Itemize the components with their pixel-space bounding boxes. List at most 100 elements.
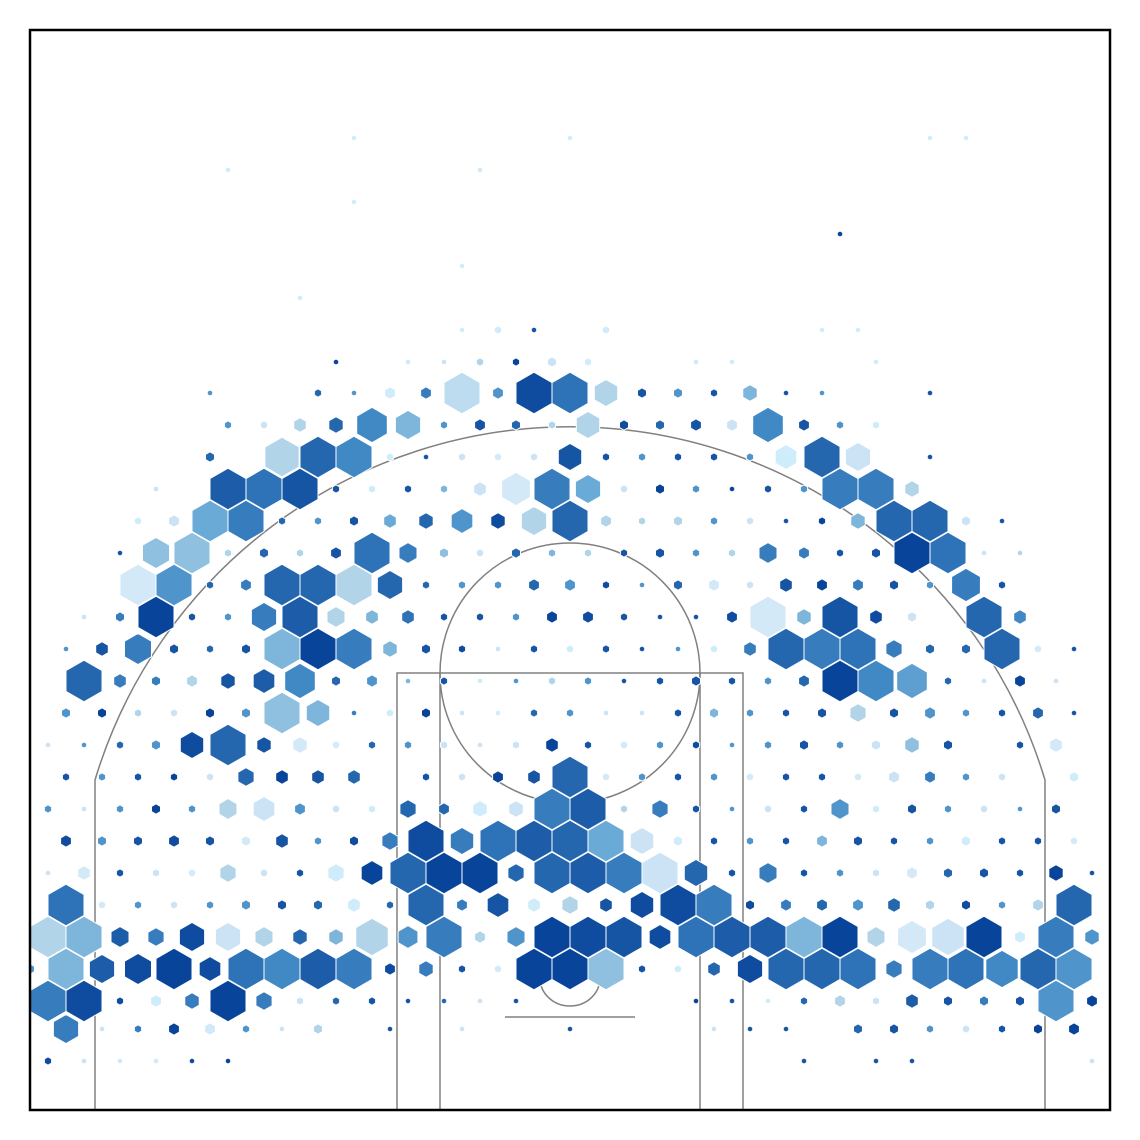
hexbin xyxy=(275,833,289,849)
hexbin xyxy=(385,900,395,910)
hexbin xyxy=(418,960,434,978)
hexbin xyxy=(133,835,143,847)
hexbin xyxy=(421,707,431,719)
hexbin xyxy=(439,740,449,750)
hexbin xyxy=(295,868,305,878)
hexbin xyxy=(439,612,449,622)
hexbin xyxy=(205,451,215,463)
hexbin xyxy=(780,898,792,912)
hexbin xyxy=(187,868,197,878)
hexbin xyxy=(385,452,395,462)
hexbin xyxy=(583,740,593,750)
hexbin xyxy=(904,736,920,754)
hexbin xyxy=(115,740,125,750)
hexbin xyxy=(1055,883,1093,927)
hexbin xyxy=(798,674,810,688)
hexbin xyxy=(924,770,936,784)
hexbin xyxy=(908,1057,916,1065)
hexbin xyxy=(745,580,755,590)
hexbin xyxy=(673,708,683,718)
hexbin xyxy=(835,868,845,878)
hexbin xyxy=(853,1023,863,1035)
hexbin xyxy=(961,835,971,847)
hexbin xyxy=(43,804,53,814)
hexbin xyxy=(98,1025,106,1033)
hexbin xyxy=(47,883,85,927)
hexbin xyxy=(169,772,179,782)
hexbin xyxy=(205,580,215,590)
hexbin xyxy=(256,736,272,754)
hexbin xyxy=(1084,928,1100,946)
hexbin xyxy=(527,897,541,913)
hexbin xyxy=(583,357,593,367)
hexbin xyxy=(476,677,484,685)
hexbin xyxy=(259,420,269,430)
hexbin xyxy=(168,514,180,528)
hexbin xyxy=(911,947,949,991)
hexbin xyxy=(889,836,899,846)
hexbin xyxy=(240,578,252,592)
hexbin xyxy=(601,452,611,462)
hexbin xyxy=(367,804,377,814)
hexbin xyxy=(335,947,373,991)
hexbin xyxy=(943,804,953,814)
hexbin xyxy=(929,531,967,575)
hexbin xyxy=(152,485,160,493)
hexbin xyxy=(349,515,359,527)
hexbin xyxy=(997,1024,1007,1034)
hexbin xyxy=(629,890,655,920)
hexbin xyxy=(925,899,935,911)
hexbin xyxy=(593,378,619,408)
hexbin xyxy=(241,899,251,911)
hexbin xyxy=(461,851,499,895)
hexbin xyxy=(420,386,432,400)
hexbin xyxy=(619,548,629,558)
hexbin xyxy=(728,485,736,493)
hexbin xyxy=(493,580,503,590)
hexbin xyxy=(648,923,672,951)
hexbin xyxy=(494,709,502,717)
hexbin xyxy=(281,595,319,639)
hexbin xyxy=(173,531,211,575)
hexbin xyxy=(418,512,434,530)
hexbin xyxy=(985,949,1019,989)
hexbin xyxy=(457,580,467,590)
hexbin xyxy=(115,611,125,623)
hexbin xyxy=(745,772,755,782)
hexbin xyxy=(655,740,665,750)
hexbin xyxy=(745,708,755,718)
hexbin xyxy=(564,578,576,592)
hexbin xyxy=(404,358,412,366)
hexbin xyxy=(457,452,467,462)
hexbin xyxy=(43,1056,53,1066)
hexbin xyxy=(853,835,863,847)
hexbin xyxy=(763,676,773,686)
hexbin xyxy=(133,772,143,782)
hexbin xyxy=(871,420,881,430)
hexbin xyxy=(872,358,880,366)
hexbin xyxy=(61,772,71,782)
hexbin xyxy=(347,897,361,913)
hexbin xyxy=(367,740,377,750)
hexbin xyxy=(439,547,449,559)
hexbin xyxy=(457,772,467,782)
hexbin xyxy=(155,947,193,991)
hexbin xyxy=(151,675,161,687)
hexbin xyxy=(398,542,418,564)
hexbin xyxy=(655,547,665,559)
hexbin xyxy=(745,516,755,526)
hexbin xyxy=(292,736,308,754)
hexbin xyxy=(965,595,1003,639)
hexbin xyxy=(133,708,143,718)
hexbin xyxy=(888,770,900,784)
hexbin xyxy=(330,546,342,560)
hexbin xyxy=(758,542,778,564)
hexbin xyxy=(187,804,197,814)
hexbin xyxy=(490,512,506,530)
hexbin xyxy=(600,514,612,528)
hexbin xyxy=(869,609,883,625)
hexbin xyxy=(691,548,701,558)
hexbin xyxy=(758,862,778,884)
hexbin xyxy=(961,899,971,911)
hexbin xyxy=(150,994,162,1008)
